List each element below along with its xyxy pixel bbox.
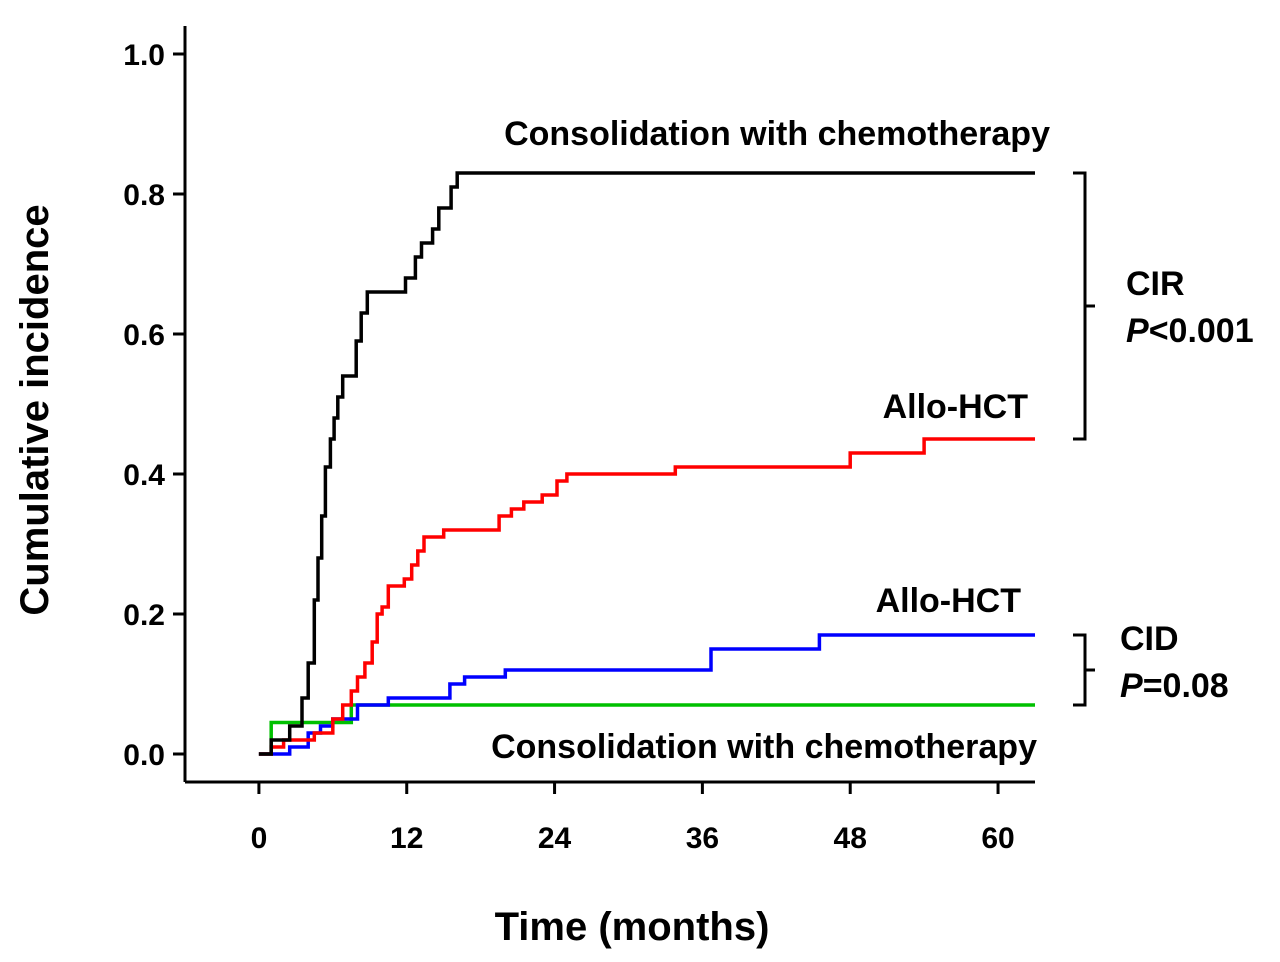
curves bbox=[258, 171, 1035, 756]
x-tick-label: 36 bbox=[686, 822, 719, 855]
y-tick-label: 0.0 bbox=[123, 739, 165, 772]
label-cid-allo-hct: Allo-HCT bbox=[876, 582, 1022, 620]
x-ticks: 0 12 24 36 48 60 bbox=[251, 782, 1015, 855]
x-tick-label: 24 bbox=[538, 822, 572, 855]
bracket-cid bbox=[1073, 633, 1095, 707]
curve-cir-chemotherapy bbox=[258, 171, 1035, 756]
x-tick-label: 60 bbox=[981, 822, 1014, 855]
bracket-cid-pvalue: P=0.08 bbox=[1120, 667, 1229, 705]
bracket-cir-p-symbol: P bbox=[1126, 312, 1149, 350]
x-axis-title: Time (months) bbox=[495, 905, 770, 949]
bracket-cid-p-value: =0.08 bbox=[1143, 667, 1229, 705]
x-tick-label: 48 bbox=[834, 822, 867, 855]
y-tick-label: 0.6 bbox=[123, 319, 165, 352]
curve-cir-allo-hct bbox=[258, 437, 1035, 756]
x-tick-label: 12 bbox=[390, 822, 423, 855]
bracket-cir-name: CIR bbox=[1126, 265, 1185, 303]
y-tick-label: 1.0 bbox=[123, 39, 165, 72]
x-tick-label: 0 bbox=[251, 822, 268, 855]
label-cid-chemotherapy: Consolidation with chemotherapy bbox=[491, 728, 1037, 766]
curve-cid-allo-hct bbox=[258, 633, 1035, 756]
label-cir-allo-hct: Allo-HCT bbox=[883, 388, 1029, 426]
y-tick-label: 0.4 bbox=[123, 459, 165, 492]
bracket-cid-p-symbol: P bbox=[1120, 667, 1143, 705]
bracket-cir bbox=[1073, 171, 1095, 441]
bracket-cid-name: CID bbox=[1120, 620, 1179, 658]
brackets bbox=[1073, 171, 1095, 707]
y-tick-label: 0.2 bbox=[123, 599, 165, 632]
label-cir-chemotherapy: Consolidation with chemotherapy bbox=[504, 115, 1050, 153]
y-axis-title: Cumulative incidence bbox=[13, 204, 57, 615]
y-ticks: 0.0 0.2 0.4 0.6 0.8 1.0 bbox=[123, 39, 185, 772]
bracket-cir-pvalue: P<0.001 bbox=[1126, 312, 1254, 350]
bracket-cir-p-value: <0.001 bbox=[1149, 312, 1254, 350]
y-tick-label: 0.8 bbox=[123, 179, 165, 212]
